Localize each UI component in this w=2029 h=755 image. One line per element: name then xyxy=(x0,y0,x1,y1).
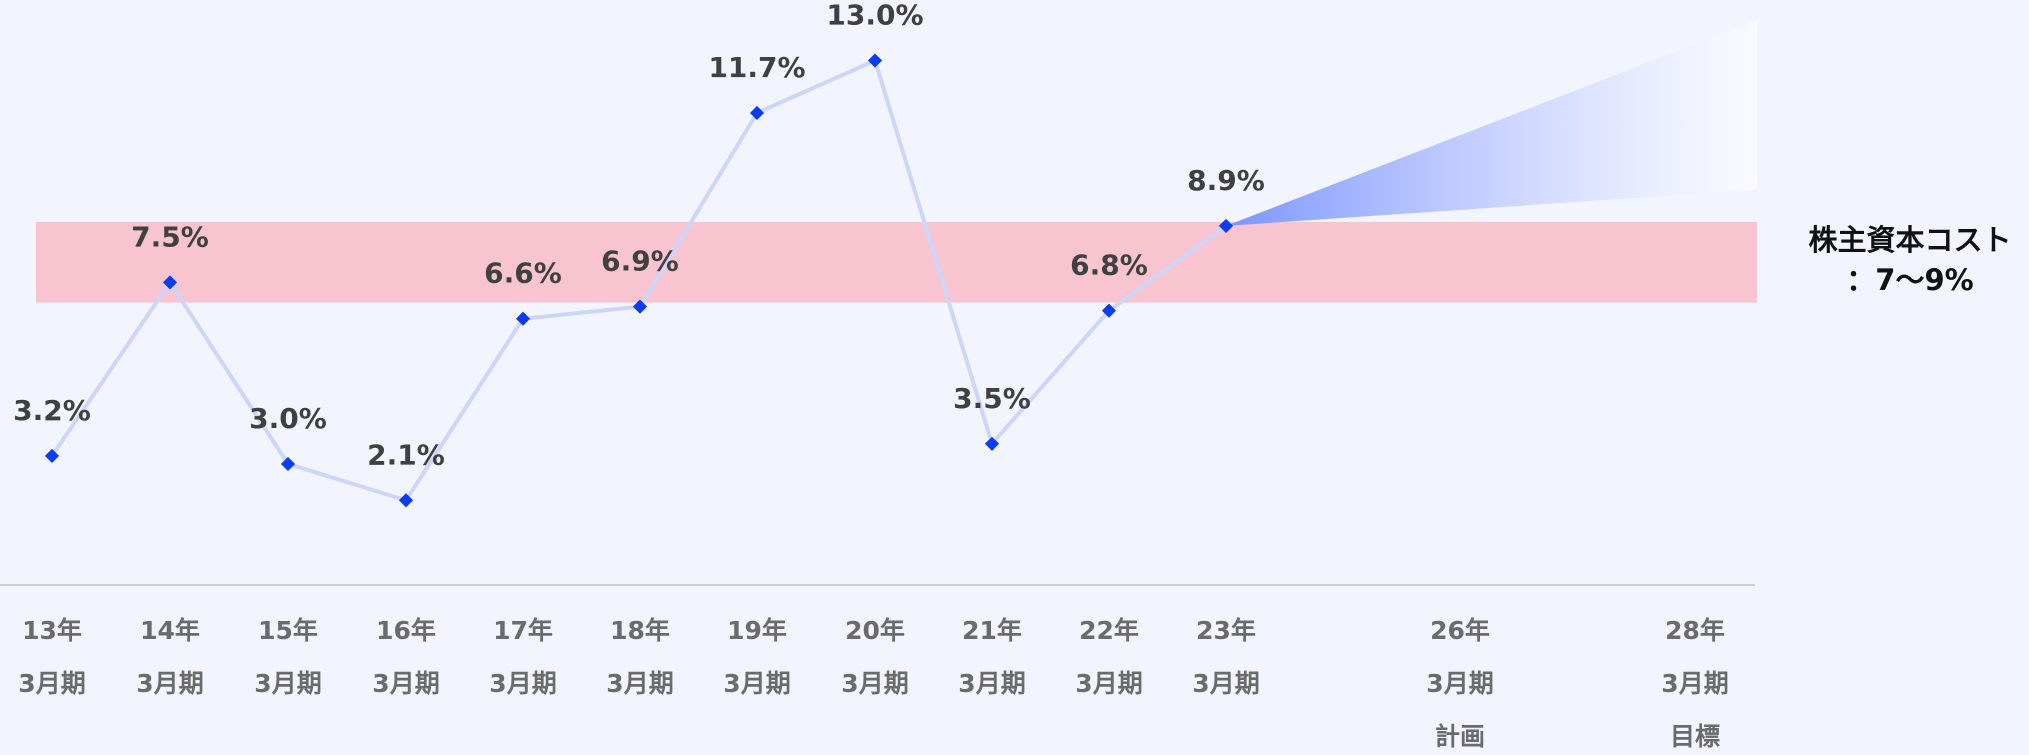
x-tick-label: 17年 xyxy=(493,616,553,645)
marker xyxy=(984,436,1000,451)
value-label: 11.7% xyxy=(708,51,805,84)
x-tick-label: 13年 xyxy=(22,616,82,645)
x-tick-label: 20年 xyxy=(845,616,905,645)
x-tick-label: 26年 xyxy=(1430,616,1490,645)
x-tick-label: 14年 xyxy=(140,616,200,645)
marker xyxy=(162,275,178,290)
x-tick-label: 19年 xyxy=(727,616,787,645)
x-tick-label: 3月期 xyxy=(1075,669,1142,698)
x-tick-label: 3月期 xyxy=(841,669,908,698)
band-label: 株主資本コスト xyxy=(1808,223,2011,257)
marker xyxy=(398,493,414,508)
x-tick-label: 15年 xyxy=(258,616,318,645)
x-tick-label: 16年 xyxy=(376,616,436,645)
x-tick-label: 3月期 xyxy=(372,669,439,698)
value-label: 3.5% xyxy=(953,382,1031,415)
x-tick-label: 3月期 xyxy=(1426,669,1493,698)
band-label: ：7〜9% xyxy=(1846,263,1973,297)
value-label: 3.2% xyxy=(13,394,91,427)
marker xyxy=(867,53,883,68)
value-label: 13.0% xyxy=(826,0,923,32)
marker xyxy=(44,448,60,463)
x-tick-label: 21年 xyxy=(962,616,1022,645)
x-tick-label: 3月期 xyxy=(1661,669,1728,698)
value-label: 7.5% xyxy=(131,220,209,253)
target-fan xyxy=(1226,20,1757,226)
cost-band xyxy=(36,221,1757,303)
x-tick-label: 22年 xyxy=(1079,616,1139,645)
x-tick-label: 目標 xyxy=(1670,722,1720,751)
x-tick-label: 3月期 xyxy=(723,669,790,698)
x-tick-label: 28年 xyxy=(1665,616,1725,645)
marker xyxy=(515,311,531,326)
x-tick-label: 3月期 xyxy=(606,669,673,698)
x-tick-label: 3月期 xyxy=(489,669,556,698)
value-label: 6.6% xyxy=(484,257,562,290)
x-tick-label: 3月期 xyxy=(254,669,321,698)
value-label: 6.9% xyxy=(601,245,679,278)
x-tick-label: 3月期 xyxy=(136,669,203,698)
value-label: 6.8% xyxy=(1070,249,1148,282)
value-label: 2.1% xyxy=(367,438,445,471)
marker xyxy=(749,105,765,121)
marker xyxy=(632,299,648,314)
value-label: 3.0% xyxy=(249,402,327,435)
x-tick-label: 23年 xyxy=(1196,616,1256,645)
marker xyxy=(280,456,296,472)
x-tick-label: 3月期 xyxy=(958,669,1025,698)
value-label: 8.9% xyxy=(1187,164,1265,197)
marker xyxy=(1101,303,1117,318)
x-tick-label: 計画 xyxy=(1435,722,1485,751)
x-tick-label: 3月期 xyxy=(1192,669,1259,698)
x-tick-label: 3月期 xyxy=(18,669,85,698)
x-tick-label: 18年 xyxy=(610,616,670,645)
marker xyxy=(1218,218,1234,234)
